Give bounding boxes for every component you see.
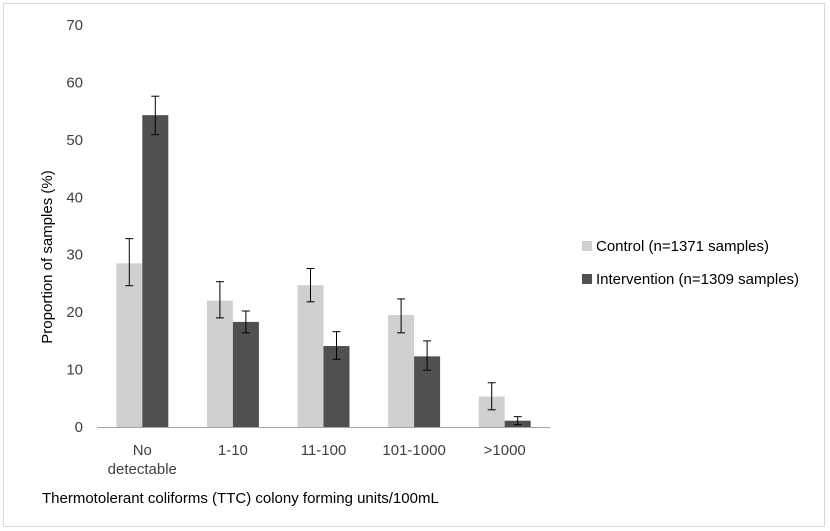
- bar-intervention: [142, 115, 169, 428]
- y-tick-label: 60: [66, 74, 83, 91]
- x-tick-label: detectable: [108, 461, 177, 478]
- bar-control: [116, 263, 143, 427]
- x-axis: No detectable 1-10 11-100 101-1000 >1000: [97, 427, 550, 478]
- legend-label: Control (n=1371 samples): [596, 238, 769, 255]
- y-tick-label: 20: [66, 304, 83, 321]
- y-tick-label: 10: [66, 362, 83, 379]
- bar-control: [388, 315, 415, 427]
- x-tick-label: >1000: [484, 442, 526, 459]
- y-tick-label: 40: [66, 189, 83, 206]
- bars: [116, 115, 531, 428]
- legend: Control (n=1371 samples) Intervention (n=…: [582, 238, 799, 288]
- legend-swatch: [582, 274, 592, 284]
- error-bars: [125, 95, 522, 426]
- x-axis-title: Thermotolerant coliforms (TTC) colony fo…: [42, 490, 439, 507]
- x-tick-label: 101-1000: [382, 442, 445, 459]
- x-tick-label: No: [133, 442, 152, 459]
- bar-control: [206, 300, 233, 427]
- legend-swatch: [582, 241, 592, 251]
- x-tick-label: 1-10: [218, 442, 248, 459]
- bar-control: [297, 285, 324, 427]
- y-tick-label: 30: [66, 247, 83, 264]
- y-tick-label: 0: [75, 419, 83, 436]
- y-tick-label: 50: [66, 132, 83, 149]
- bar-intervention: [232, 321, 259, 427]
- y-axis: 0 10 20 30 40 50 60 70: [66, 17, 83, 436]
- legend-label: Intervention (n=1309 samples): [596, 271, 799, 288]
- y-axis-title: Proportion of samples (%): [39, 170, 56, 343]
- y-tick-label: 70: [66, 17, 83, 34]
- x-tick-label: 11-100: [301, 442, 347, 459]
